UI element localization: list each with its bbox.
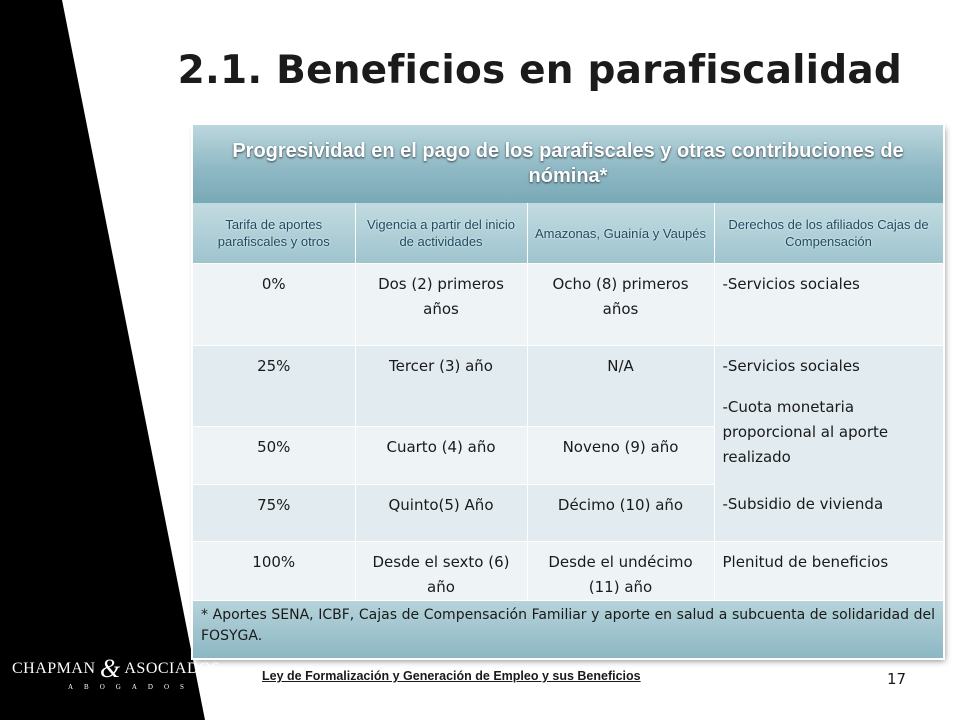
cell-tarifa: 0% (193, 263, 356, 346)
header-vigencia: Vigencia a partir del inicio de activida… (355, 203, 528, 264)
cell-tarifa: 25% (193, 345, 356, 427)
cell-vigencia: Tercer (3) año (355, 345, 528, 427)
logo-subtitle: ABOGADOS (68, 683, 195, 691)
table-footnote: * Aportes SENA, ICBF, Cajas de Compensac… (193, 601, 943, 658)
table-row: 25% Tercer (3) año N/A -Servicios social… (193, 345, 944, 542)
page-number: 17 (887, 670, 907, 688)
cell-amazonas: Décimo (10) año (527, 484, 715, 542)
cell-tarifa: 50% (193, 426, 356, 485)
table-title-band: Progresividad en el pago de los parafisc… (193, 125, 943, 203)
benefits-table: Tarifa de aportes parafiscales y otros V… (193, 203, 944, 601)
cell-derechos: Plenitud de beneficios (714, 541, 944, 601)
cell-vigencia: Quinto(5) Año (355, 484, 528, 542)
cell-tarifa: 75% (193, 484, 356, 542)
table-title: Progresividad en el pago de los parafisc… (232, 140, 904, 187)
derechos-line-subsidio: -Subsidio de vivienda (722, 495, 884, 513)
law-reference-link[interactable]: Ley de Formalización y Generación de Emp… (262, 669, 641, 683)
cell-amazonas: Desde el undécimo (11) año (527, 541, 715, 601)
table-row: 75% Quinto(5) Año Décimo (10) año (193, 484, 943, 542)
logo-wordmark: CHAPMAN & ASOCIADOS (12, 654, 220, 684)
benefits-table-card: Progresividad en el pago de los parafisc… (193, 125, 944, 658)
table-row: 50% Cuarto (4) año Noveno (9) año (193, 426, 943, 485)
cell-vigencia: Desde el sexto (6) año (355, 541, 528, 601)
table-header-row: Tarifa de aportes parafiscales y otros V… (193, 203, 944, 264)
cell-derechos: -Servicios sociales (714, 263, 944, 346)
logo-name-left: CHAPMAN (12, 660, 96, 677)
logo-ampersand: & (100, 654, 121, 683)
logo-name-right: ASOCIADOS (124, 660, 221, 677)
chapman-asociados-logo: CHAPMAN & ASOCIADOS ABOGADOS (10, 654, 220, 694)
derechos-line-cuota: -Cuota monetaria proporcional al aporte … (722, 398, 889, 466)
table-row: 100% Desde el sexto (6) año Desde el und… (193, 541, 944, 601)
header-derechos: Derechos de los afiliados Cajas de Compe… (714, 203, 944, 264)
derechos-line-servicios: -Servicios sociales (722, 357, 860, 375)
cell-amazonas: Noveno (9) año (527, 426, 715, 485)
header-tarifa: Tarifa de aportes parafiscales y otros (193, 203, 356, 264)
table-row: 0% Dos (2) primeros años Ocho (8) primer… (193, 263, 944, 346)
cell-vigencia: Cuarto (4) año (355, 426, 528, 485)
header-amazonas: Amazonas, Guainía y Vaupés (527, 203, 715, 264)
cell-amazonas: Ocho (8) primeros años (527, 263, 715, 346)
slide-title: 2.1. Beneficios en parafiscalidad (177, 48, 902, 93)
cell-tarifa: 100% (193, 541, 356, 601)
cell-vigencia: Dos (2) primeros años (355, 263, 528, 346)
cell-amazonas: N/A (527, 345, 715, 427)
cell-derechos-merged: -Servicios sociales -Cuota monetaria pro… (714, 345, 944, 542)
